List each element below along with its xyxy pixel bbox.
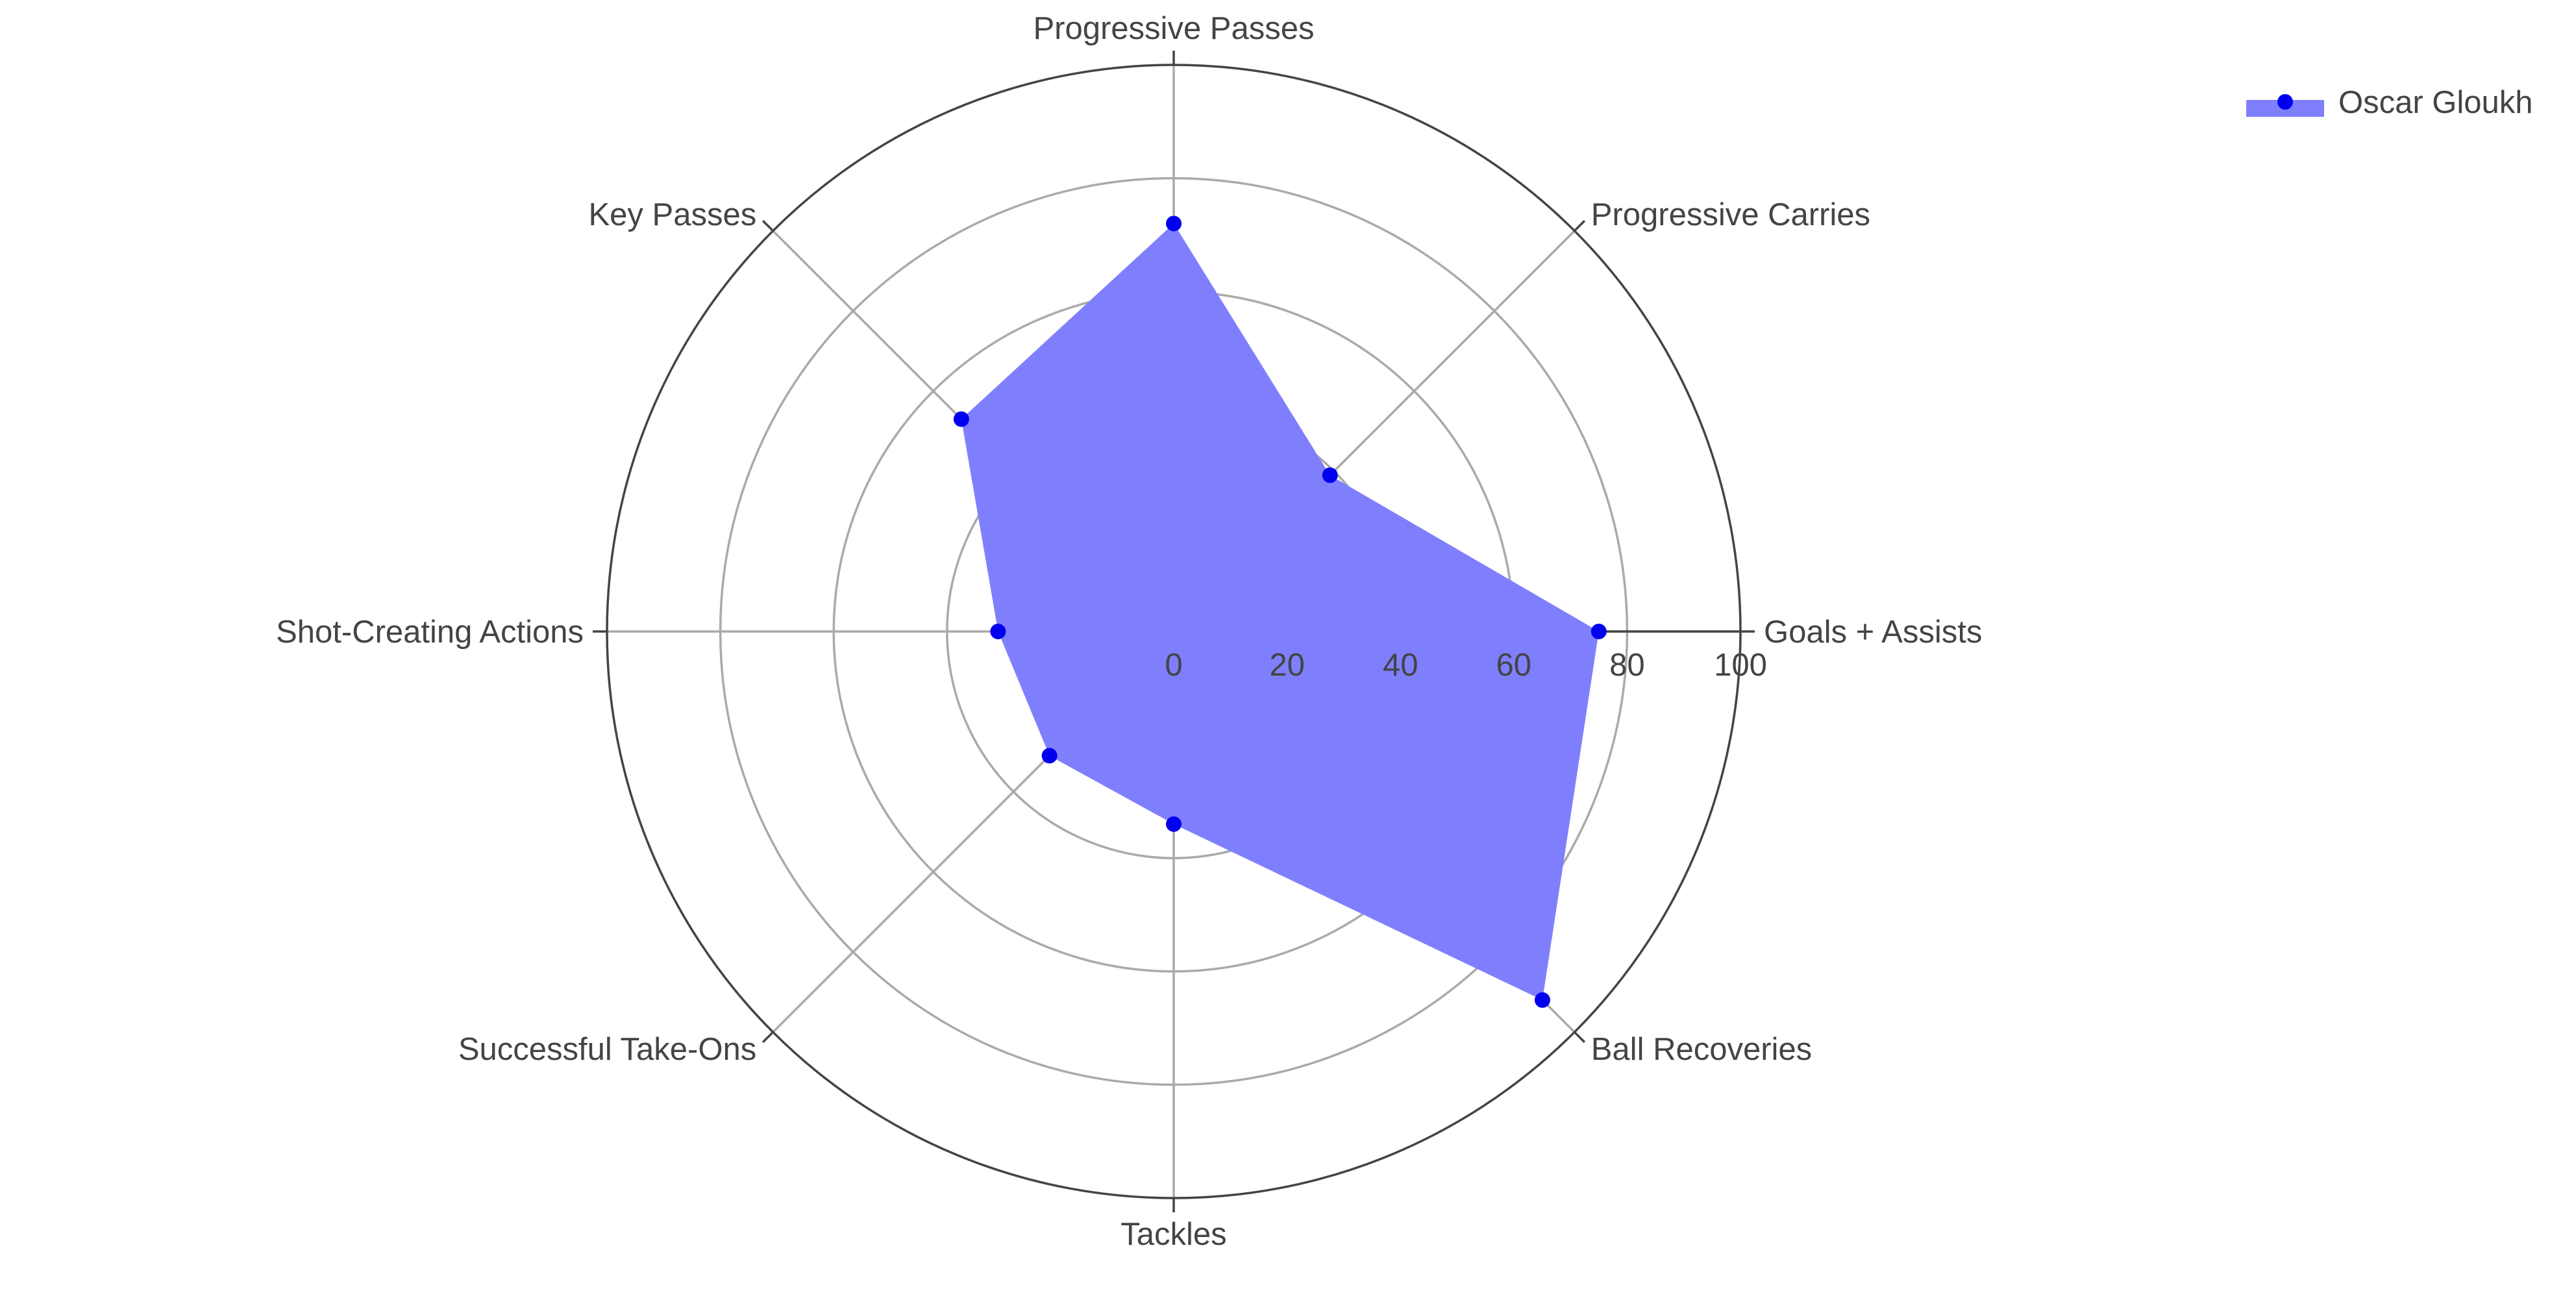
data-layer: [953, 215, 1607, 1008]
radial-tick-label: 20: [1269, 648, 1305, 683]
data-point: [990, 624, 1006, 639]
series-area: [961, 223, 1599, 1000]
angular-tick: [1574, 1031, 1586, 1044]
category-label: Progressive Passes: [1033, 11, 1314, 46]
angular-tick: [762, 219, 774, 232]
category-label: Shot-Creating Actions: [276, 615, 584, 650]
legend[interactable]: Oscar Gloukh: [2246, 85, 2533, 120]
data-point: [1591, 624, 1607, 639]
data-point: [1166, 816, 1182, 832]
category-label: Ball Recoveries: [1591, 1032, 1812, 1067]
category-label: Successful Take-Ons: [458, 1032, 756, 1067]
data-point: [1166, 215, 1182, 232]
data-point: [1041, 748, 1058, 764]
data-point: [953, 411, 969, 427]
data-point: [1322, 467, 1338, 484]
category-label: Tackles: [1121, 1217, 1226, 1252]
radial-tick-label: 80: [1609, 648, 1645, 683]
radial-tick-label: 60: [1496, 648, 1532, 683]
legend-marker: [2277, 94, 2293, 110]
data-point: [1534, 992, 1550, 1008]
angular-tick: [762, 1031, 774, 1044]
radial-tick-label: 40: [1383, 648, 1418, 683]
legend-label: Oscar Gloukh: [2338, 85, 2533, 120]
radial-tick-label: 0: [1165, 648, 1182, 683]
category-label: Key Passes: [589, 197, 757, 232]
category-labels: Goals + Assists Progressive Carries Progre…: [276, 11, 1982, 1252]
radial-tick-label: 100: [1714, 648, 1767, 683]
category-label: Goals + Assists: [1764, 615, 1982, 650]
angular-tick: [1574, 219, 1586, 232]
radial-axis-ticks: 0 20 40 60 80 100: [1165, 648, 1767, 683]
category-label: Progressive Carries: [1591, 197, 1870, 232]
